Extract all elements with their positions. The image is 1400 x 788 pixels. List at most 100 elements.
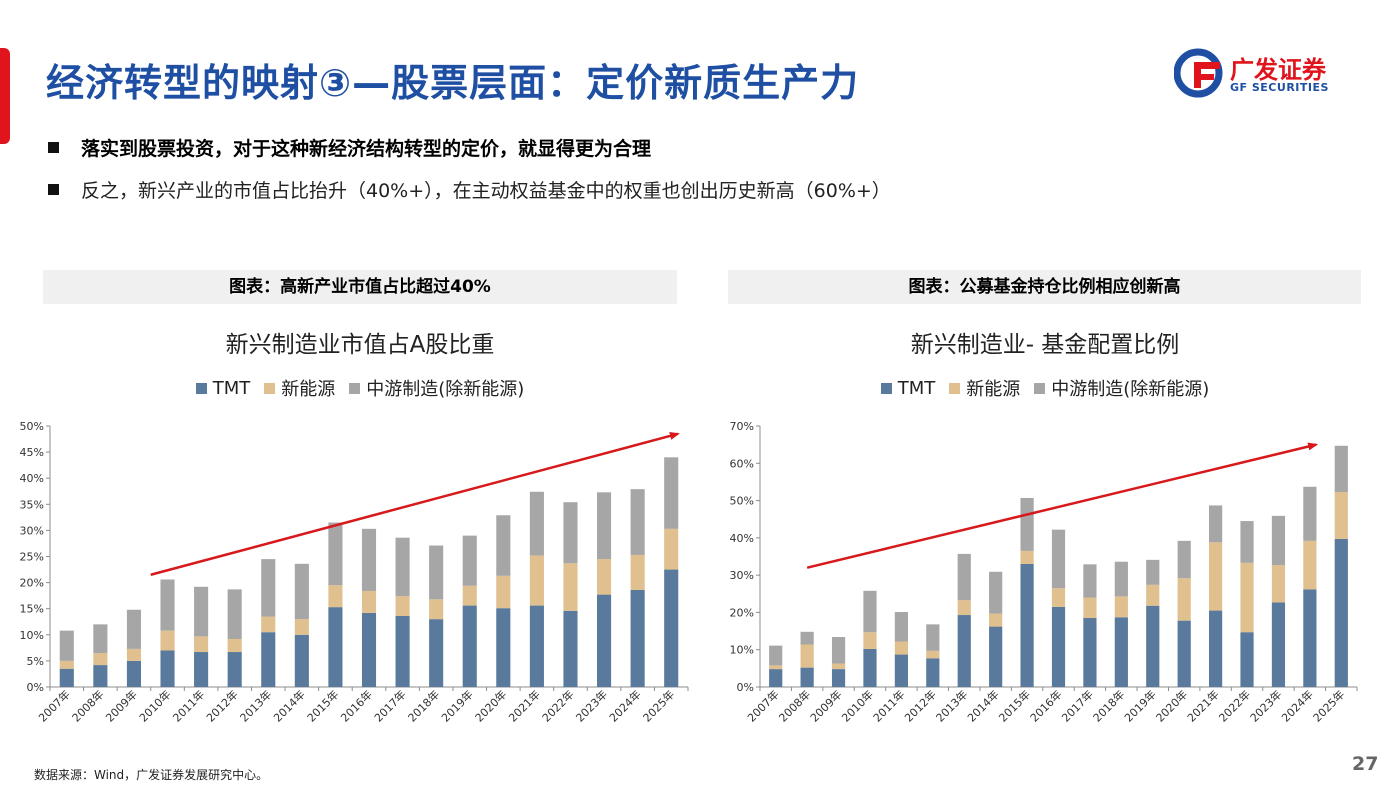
bar-segment [1020, 497, 1034, 551]
accent-bar [0, 48, 10, 144]
bar-segment [194, 652, 209, 687]
x-tick-label: 2010年 [839, 687, 876, 724]
legend-swatch [880, 382, 892, 394]
bar-segment [194, 636, 209, 653]
x-tick-label: 2010年 [136, 687, 173, 724]
bar-segment [863, 648, 877, 687]
y-tick-label: 5% [27, 655, 44, 668]
bar-segment [664, 569, 679, 687]
x-tick-label: 2009年 [807, 687, 844, 724]
bar-segment [563, 563, 578, 611]
legend-swatch [195, 382, 207, 394]
x-tick-label: 2018年 [1090, 687, 1127, 724]
x-tick-label: 2021年 [506, 687, 543, 724]
bar-segment [160, 650, 175, 687]
x-tick-label: 2020年 [1153, 687, 1190, 724]
x-tick-label: 2020年 [472, 687, 509, 724]
bar-segment [1303, 540, 1317, 590]
bar-segment [831, 637, 846, 664]
bullet-square-icon [48, 142, 59, 153]
bar-segment [630, 489, 645, 555]
bar-segment [462, 605, 477, 687]
y-tick-label: 0% [27, 681, 44, 694]
bar-segment [227, 589, 242, 639]
bar-segment [989, 613, 1003, 627]
bar-segment [529, 555, 544, 606]
bar-segment [800, 631, 814, 645]
bar-segment [361, 528, 377, 591]
page-number: 27 [1352, 753, 1379, 775]
legend-item-tmt: TMT [880, 375, 935, 401]
bar-segment [1020, 563, 1034, 687]
x-tick-label: 2013年 [933, 687, 970, 724]
y-tick-label: 50% [20, 420, 44, 433]
bar-segment [1177, 620, 1191, 687]
y-tick-label: 20% [730, 606, 754, 619]
x-tick-label: 2009年 [103, 687, 140, 724]
bar-segment [1083, 597, 1097, 619]
bar-segment [160, 630, 175, 651]
bar-segment [261, 632, 276, 687]
bar-segment [800, 667, 814, 687]
x-tick-label: 2019年 [438, 687, 475, 724]
bar-segment [1209, 610, 1223, 687]
x-tick-label: 2022年 [1216, 687, 1253, 724]
legend-item-midstream: 中游制造(除新能源) [1034, 375, 1209, 401]
bar-segment [294, 619, 309, 635]
bar-segment [395, 616, 410, 687]
bar-segment [1114, 596, 1128, 618]
bar-segment [957, 553, 971, 601]
y-tick-label: 20% [20, 577, 44, 590]
bar-segment [395, 537, 410, 597]
bar-segment [1146, 605, 1160, 687]
bar-segment [1051, 606, 1066, 687]
y-tick-label: 10% [730, 644, 754, 657]
legend-left: TMT 新能源 中游制造(除新能源) [40, 375, 680, 401]
trend-arrow [150, 432, 680, 576]
x-tick-label: 2011年 [170, 687, 207, 724]
page-title: 经济转型的映射③—股票层面：定价新质生产力 [46, 61, 860, 105]
legend-right: TMT 新能源 中游制造(除新能源) [725, 375, 1365, 401]
bullet-text: 落实到股票投资，对于这种新经济结构转型的定价，就显得更为合理 [81, 138, 652, 160]
bar-segment [496, 575, 511, 609]
bar-segment [1083, 618, 1097, 687]
bar-segment [294, 634, 309, 687]
x-tick-label: 2016年 [338, 687, 375, 724]
legend-label: 新能源 [281, 379, 336, 400]
x-tick-label: 2008年 [776, 687, 813, 724]
bar-segment [664, 457, 679, 529]
bar-segment [597, 594, 612, 687]
bar-segment [126, 648, 141, 661]
bar-segment [630, 554, 645, 590]
bar-segment [894, 641, 908, 655]
bar-segment [989, 571, 1003, 614]
legend-swatch [264, 382, 276, 394]
bar-segment [800, 644, 814, 668]
stacked-bar-chart-fund-allocation: 0%10%20%30%40%50%60%70%2007年2008年2009年20… [730, 420, 1358, 725]
bar-segment [395, 596, 410, 617]
x-tick-label: 2023年 [1247, 687, 1284, 724]
y-tick-label: 45% [20, 446, 44, 459]
bar-segment [1083, 564, 1097, 598]
bar-segment [496, 608, 511, 687]
bar-segment [1303, 589, 1317, 687]
x-tick-label: 2017年 [1059, 687, 1096, 724]
bar-segment [863, 632, 877, 649]
bullet-item: 反之，新兴产业的市值占比抬升（40%+），在主动权益基金中的权重也创出历史新高（… [48, 176, 891, 203]
stacked-bar-chart-market-cap: 0%5%10%15%20%25%30%35%40%45%50%2007年2008… [20, 420, 689, 725]
x-tick-label: 2014年 [270, 687, 307, 724]
bar-segment [328, 607, 343, 687]
bar-segment [957, 615, 971, 687]
x-tick-label: 2024年 [606, 687, 643, 724]
bar-segment [529, 491, 544, 556]
bar-segment [563, 610, 578, 687]
bar-segment [361, 590, 377, 613]
bar-segment [894, 612, 908, 642]
bar-segment [989, 626, 1003, 687]
bar-segment [227, 638, 242, 653]
bar-segment [1114, 617, 1128, 687]
x-tick-label: 2025年 [1310, 687, 1347, 724]
logo-text-cn: 广发证券 [1230, 56, 1326, 84]
legend-item-midstream: 中游制造(除新能源) [349, 375, 524, 401]
legend-item-new-energy: 新能源 [264, 375, 335, 401]
